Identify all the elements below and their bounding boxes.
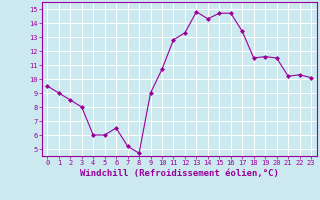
X-axis label: Windchill (Refroidissement éolien,°C): Windchill (Refroidissement éolien,°C): [80, 169, 279, 178]
